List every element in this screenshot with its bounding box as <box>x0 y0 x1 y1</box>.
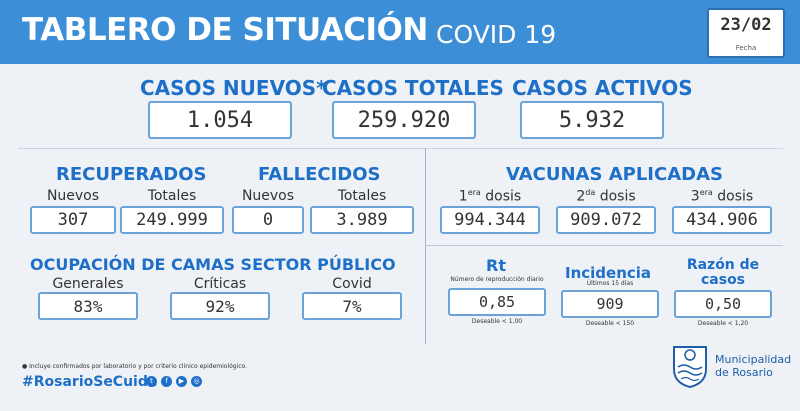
incidencia-value: 909 <box>561 290 659 318</box>
instagram-icon[interactable]: ◎ <box>191 376 202 387</box>
rt-sublabel: Número de reproducción diario <box>450 276 544 283</box>
facebook-icon[interactable]: f <box>161 376 172 387</box>
vertical-divider <box>425 148 426 344</box>
page-subtitle: COVID 19 <box>436 20 557 49</box>
casos-nuevos-value: 1.054 <box>148 101 292 139</box>
twitter-icon[interactable]: t <box>146 376 157 387</box>
razon-label: Razón de casos <box>686 257 760 288</box>
fallecidos-nuevos-label: Nuevos <box>241 188 295 204</box>
page-title: TABLERO DE SITUACIÓN <box>22 12 428 48</box>
recuperados-nuevos-label: Nuevos <box>46 188 100 204</box>
hashtag: #RosarioSeCuida <box>22 374 158 390</box>
incidencia-note: Deseable < 150 <box>585 320 635 327</box>
vacunas-label: VACUNAS APLICADAS <box>506 164 723 185</box>
footnote: ● Incluye confirmados por laboratorio y … <box>22 363 248 370</box>
ocupacion-criticas-value: 92% <box>170 292 270 320</box>
razon-note: Deseable < 1,20 <box>697 320 749 327</box>
header-banner: TABLERO DE SITUACIÓN COVID 19 23/02 Fech… <box>0 0 800 64</box>
ocupacion-covid-value: 7% <box>302 292 402 320</box>
vacuna-dosis-1-label: 1era dosis <box>458 188 522 205</box>
youtube-icon[interactable]: ▶ <box>176 376 187 387</box>
rt-label: Rt <box>486 256 506 275</box>
indicadores-divider <box>425 245 783 246</box>
rt-value: 0,85 <box>448 288 546 316</box>
casos-nuevos-label: CASOS NUEVOS* <box>140 76 327 100</box>
casos-totales-value: 259.920 <box>332 101 476 139</box>
recuperados-nuevos-value: 307 <box>30 206 116 234</box>
incidencia-sublabel: Últimos 15 días <box>586 280 634 287</box>
vacuna-dosis-2-value: 909.072 <box>556 206 656 234</box>
vacuna-dosis-1-value: 994.344 <box>440 206 540 234</box>
date-box: 23/02 Fecha <box>707 8 785 58</box>
municipality-name: Municipalidad de Rosario <box>715 353 792 379</box>
vacuna-dosis-2-label: 2da dosis <box>576 188 636 205</box>
recuperados-totales-value: 249.999 <box>120 206 224 234</box>
fallecidos-nuevos-value: 0 <box>232 206 304 234</box>
casos-activos-label: CASOS ACTIVOS <box>512 76 693 100</box>
incidencia-label: Incidencia <box>565 264 652 282</box>
date-label: Fecha <box>735 44 757 52</box>
municipal-shield-icon <box>673 346 707 389</box>
fallecidos-label: FALLECIDOS <box>258 164 381 185</box>
ocupacion-covid-label: Covid <box>332 276 372 292</box>
vacuna-dosis-3-label: 3era dosis <box>690 188 754 205</box>
fallecidos-totales-label: Totales <box>337 188 387 204</box>
ocupacion-criticas-label: Críticas <box>193 276 247 292</box>
fallecidos-totales-value: 3.989 <box>310 206 414 234</box>
recuperados-totales-label: Totales <box>147 188 197 204</box>
casos-totales-label: CASOS TOTALES <box>322 76 504 100</box>
vacuna-dosis-3-value: 434.906 <box>672 206 772 234</box>
ocupacion-generales-value: 83% <box>38 292 138 320</box>
ocupacion-label: OCUPACIÓN DE CAMAS SECTOR PÚBLICO <box>30 255 396 274</box>
recuperados-label: RECUPERADOS <box>56 164 207 185</box>
casos-activos-value: 5.932 <box>520 101 664 139</box>
section-divider <box>18 148 783 149</box>
rt-note: Deseable < 1,00 <box>471 318 523 325</box>
ocupacion-generales-label: Generales <box>52 276 124 292</box>
razon-value: 0,50 <box>674 290 772 318</box>
date-value: 23/02 <box>720 15 772 35</box>
